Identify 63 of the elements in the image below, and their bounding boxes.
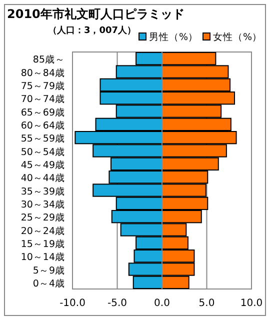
bar [162,157,219,170]
bar [162,196,208,210]
bar [116,65,162,78]
bar [95,118,162,131]
bar [162,223,187,236]
chart-subtitle: （人口：3，007人） [48,25,136,36]
bar [162,52,216,66]
y-tick-label: 10～14歳 [20,251,65,264]
y-tick-label: 75～79歳 [20,80,65,92]
chart-title: 2010年市礼文町人口ピラミッド [7,7,184,21]
bar [162,65,229,78]
y-tick-label: 80～84歳 [20,66,65,79]
y-tick-label: 35～39歳 [20,185,65,198]
bar [116,196,162,210]
y-tick-label: 55～59歳 [20,132,65,145]
bar [162,118,232,131]
bar [110,157,162,170]
y-tick-label: 65～69歳 [20,106,65,118]
y-tick-label: 5～9歳 [32,264,65,276]
y-tick-label: 50～54歳 [20,146,65,158]
bar [74,131,162,144]
legend-label: 女性（%） [213,31,262,43]
y-tick-label: 85歳～ [32,54,65,66]
bar [134,250,162,263]
y-tick-label: 40～44歳 [20,172,65,184]
bar [116,104,162,118]
bar [108,170,162,184]
bar [162,236,188,250]
bar [128,262,162,276]
legend-label: 男性（%） [149,31,198,43]
y-tick-label: 30～34歳 [20,198,65,210]
bar [92,184,162,197]
bar [162,92,235,105]
y-tick-label: 15～19歳 [20,238,65,250]
bar [92,144,162,158]
bar [162,276,190,289]
bar [162,184,206,197]
bar [162,262,195,276]
y-tick-label: 0～4歳 [32,277,65,290]
y-tick-label: 25～29歳 [20,212,65,224]
bar [111,210,162,224]
y-tick-label: 45～49歳 [20,158,65,171]
y-tick-label: 20～24歳 [20,224,65,237]
bar [162,144,227,158]
bar [100,92,162,105]
y-tick-label: 60～64歳 [20,119,65,132]
bar [162,170,208,184]
x-tick-label: 0.0 [154,298,170,309]
bar [162,210,202,224]
x-tick-label: 10.0 [240,298,263,309]
x-tick-label: -5.0 [107,298,128,309]
bar [162,250,195,263]
bar [136,52,162,66]
x-tick-label: -10.0 [60,298,86,309]
bar [132,276,162,289]
bar [162,78,231,92]
bar [162,104,222,118]
bar [136,236,162,250]
y-tick-label: 70～74歳 [20,93,65,106]
bar [120,223,162,236]
bar [162,131,237,144]
x-tick-label: 5.0 [198,298,215,309]
bar [100,78,162,92]
